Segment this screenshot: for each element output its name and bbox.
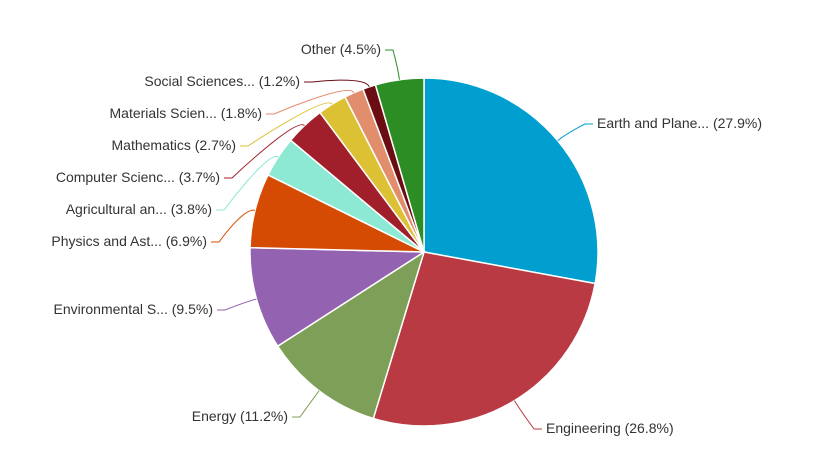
slice-label: Mathematics (2.7%) — [112, 137, 236, 153]
slice-label: Computer Scienc... (3.7%) — [56, 169, 220, 185]
slice-label: Energy (11.2%) — [192, 408, 288, 424]
leaders-layer — [211, 49, 593, 430]
leader-line — [211, 209, 256, 243]
leader-line — [292, 390, 320, 418]
slice-label: Environmental S... (9.5%) — [53, 301, 213, 317]
slice-label: Earth and Plane... (27.9%) — [597, 115, 762, 131]
pie-slice[interactable] — [249, 246, 427, 348]
labels-layer: Earth and Plane... (27.9%) Engineering (2… — [51, 41, 762, 436]
pie-slice[interactable] — [276, 250, 426, 420]
slice-label: Physics and Ast... (6.9%) — [51, 233, 207, 249]
leader-line — [557, 123, 593, 142]
leader-line — [385, 49, 400, 80]
leader-line — [266, 90, 355, 115]
slice-label: Agricultural an... (3.8%) — [66, 201, 212, 217]
slices-layer — [249, 77, 599, 427]
leader-line — [514, 400, 542, 430]
slice-label: Materials Scien... (1.8%) — [110, 105, 263, 121]
pie-slice[interactable] — [372, 251, 596, 427]
leader-line — [217, 298, 257, 311]
pie-slice[interactable] — [374, 77, 425, 253]
pie-slice[interactable] — [423, 77, 599, 285]
slice-label: Social Sciences... (1.2%) — [144, 73, 300, 89]
leader-line — [216, 156, 279, 211]
leader-line — [224, 124, 305, 179]
leader-line — [240, 102, 333, 147]
slice-label: Engineering (26.8%) — [546, 420, 674, 436]
leader-line — [304, 79, 370, 88]
slice-label: Other (4.5%) — [301, 41, 381, 57]
